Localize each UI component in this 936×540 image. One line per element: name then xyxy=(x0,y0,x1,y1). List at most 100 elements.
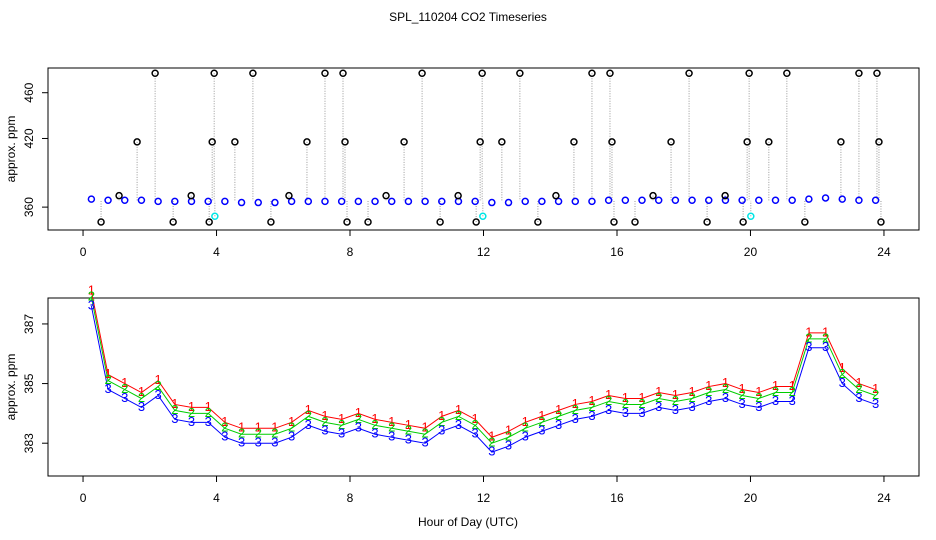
point-marker: 3 xyxy=(155,387,162,402)
point xyxy=(187,191,195,200)
point-marker: 2 xyxy=(755,390,762,405)
point-marker: 2 xyxy=(221,420,228,435)
point xyxy=(208,138,216,146)
point-marker: 3 xyxy=(138,399,145,414)
point xyxy=(721,191,729,200)
point-marker: 2 xyxy=(455,408,462,423)
point-marker: 3 xyxy=(872,396,879,411)
point-marker: 2 xyxy=(104,372,111,387)
point-marker: 3 xyxy=(255,435,262,450)
point xyxy=(354,197,363,206)
point-marker: 3 xyxy=(705,393,712,408)
point-marker: 3 xyxy=(522,429,529,444)
point-marker: 2 xyxy=(555,408,562,423)
point-marker: 3 xyxy=(622,405,629,420)
point xyxy=(249,69,257,78)
point-marker: 3 xyxy=(371,426,378,441)
point xyxy=(743,138,751,146)
point-marker: 1 xyxy=(255,420,262,435)
point xyxy=(621,196,630,205)
point xyxy=(871,196,880,205)
point xyxy=(267,218,275,226)
point xyxy=(343,218,351,226)
point xyxy=(538,197,546,206)
x-tick-label: 24 xyxy=(877,491,891,505)
point xyxy=(341,138,349,146)
point-marker: 2 xyxy=(488,435,495,450)
x-tick-label: 0 xyxy=(80,245,87,259)
point-marker: 1 xyxy=(271,420,278,435)
point-marker: 3 xyxy=(822,339,829,354)
series-line xyxy=(90,305,876,453)
point-marker: 3 xyxy=(839,375,846,390)
point xyxy=(471,197,479,206)
point xyxy=(418,69,426,78)
point-marker: 2 xyxy=(655,390,662,405)
point xyxy=(438,197,446,206)
x-tick-label: 20 xyxy=(744,245,758,259)
point-marker: 3 xyxy=(271,435,278,450)
point xyxy=(631,218,639,226)
point xyxy=(570,138,578,146)
point xyxy=(421,197,429,206)
series-line xyxy=(90,291,876,438)
point-marker: 3 xyxy=(605,402,612,417)
point xyxy=(667,138,675,146)
point xyxy=(97,218,105,226)
point-marker: 3 xyxy=(755,399,762,414)
point-marker: 3 xyxy=(455,417,462,432)
point xyxy=(721,196,730,205)
y-axis-label: approx. ppm xyxy=(4,354,18,421)
point xyxy=(855,196,863,205)
point xyxy=(339,69,347,78)
point xyxy=(237,198,246,207)
point xyxy=(204,197,212,206)
point xyxy=(855,69,863,78)
point xyxy=(703,218,711,226)
point-marker: 1 xyxy=(288,414,295,429)
y-tick-label: 360 xyxy=(22,197,36,217)
point xyxy=(285,191,293,200)
point-marker: 1 xyxy=(355,405,362,420)
point-marker: 1 xyxy=(739,381,746,396)
point-marker: 1 xyxy=(588,393,595,408)
point-marker: 1 xyxy=(88,283,95,298)
point-marker: 2 xyxy=(588,399,595,414)
point xyxy=(133,138,141,146)
x-tick-label: 24 xyxy=(877,245,891,259)
point-marker: 2 xyxy=(171,402,178,417)
point-marker: 1 xyxy=(705,378,712,393)
point-marker: 3 xyxy=(488,444,495,459)
point xyxy=(805,195,813,203)
point xyxy=(783,69,791,78)
point xyxy=(287,197,296,206)
point xyxy=(387,197,396,206)
point-marker: 3 xyxy=(739,396,746,411)
point-marker: 2 xyxy=(405,423,412,438)
y-tick-label: 460 xyxy=(22,82,36,102)
point xyxy=(254,198,262,207)
point-marker: 2 xyxy=(472,417,479,432)
point-marker: 1 xyxy=(138,384,145,399)
point xyxy=(304,197,313,206)
x-axis-label: Hour of Day (UTC) xyxy=(418,515,518,529)
point-marker: 2 xyxy=(538,414,545,429)
point-marker: 2 xyxy=(138,390,145,405)
point-marker: 3 xyxy=(538,423,545,438)
point-marker: 3 xyxy=(121,390,128,405)
point-marker: 1 xyxy=(104,366,111,381)
point-marker: 1 xyxy=(321,408,328,423)
point xyxy=(321,69,329,78)
point xyxy=(104,196,112,205)
point-marker: 2 xyxy=(522,420,529,435)
point-marker: 2 xyxy=(739,387,746,402)
point-marker: 2 xyxy=(872,387,879,402)
point-marker: 2 xyxy=(355,411,362,426)
point-marker: 2 xyxy=(388,420,395,435)
point xyxy=(364,218,372,226)
point xyxy=(738,196,746,205)
point-marker: 3 xyxy=(789,393,796,408)
point-marker: 2 xyxy=(605,393,612,408)
point xyxy=(838,195,846,203)
point xyxy=(604,196,613,205)
